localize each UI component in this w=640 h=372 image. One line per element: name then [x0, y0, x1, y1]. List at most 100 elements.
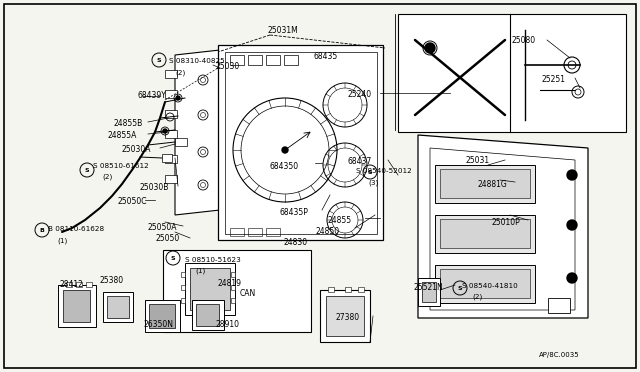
- Circle shape: [163, 129, 167, 133]
- Bar: [185, 263, 235, 315]
- Bar: [86, 282, 92, 287]
- Text: 28910: 28910: [215, 320, 239, 329]
- Bar: [548, 298, 570, 313]
- Text: (1): (1): [57, 237, 67, 244]
- Polygon shape: [175, 50, 220, 215]
- Text: 25030B: 25030B: [140, 183, 170, 192]
- Text: (3): (3): [368, 179, 378, 186]
- Bar: [192, 300, 224, 330]
- Bar: [435, 165, 535, 203]
- Circle shape: [567, 170, 577, 180]
- Text: 27380: 27380: [336, 313, 360, 322]
- Bar: [63, 290, 90, 322]
- Bar: [149, 304, 175, 328]
- Text: 684350: 684350: [270, 162, 299, 171]
- Text: 25251: 25251: [542, 75, 566, 84]
- Text: S: S: [157, 58, 161, 62]
- Text: (2): (2): [472, 294, 483, 301]
- Text: 25010P: 25010P: [492, 218, 521, 227]
- Text: 24855B: 24855B: [113, 119, 142, 128]
- Bar: [165, 175, 177, 183]
- Bar: [103, 292, 133, 322]
- Bar: [175, 138, 187, 146]
- Bar: [225, 52, 377, 234]
- Circle shape: [567, 220, 577, 230]
- Bar: [76, 282, 82, 287]
- Bar: [145, 300, 180, 332]
- Bar: [326, 296, 364, 336]
- Text: 25050C: 25050C: [118, 197, 147, 206]
- Text: S 08310-40825: S 08310-40825: [169, 58, 225, 64]
- Bar: [231, 285, 235, 290]
- Bar: [231, 272, 235, 277]
- Text: 25080: 25080: [512, 36, 536, 45]
- Bar: [435, 265, 535, 303]
- Bar: [418, 278, 440, 306]
- Text: 25050: 25050: [155, 234, 179, 243]
- Text: B: B: [40, 228, 44, 232]
- Circle shape: [425, 43, 435, 53]
- Bar: [345, 287, 351, 292]
- Bar: [165, 130, 177, 138]
- Text: 24855: 24855: [328, 216, 352, 225]
- Text: 24881G: 24881G: [478, 180, 508, 189]
- Bar: [284, 55, 298, 65]
- Bar: [218, 45, 383, 240]
- Text: 26350N: 26350N: [143, 320, 173, 329]
- Text: S 08540-41810: S 08540-41810: [462, 283, 518, 289]
- Bar: [163, 250, 311, 332]
- Circle shape: [176, 96, 180, 100]
- Bar: [435, 215, 535, 253]
- Text: 25240: 25240: [347, 90, 371, 99]
- Bar: [231, 298, 235, 303]
- Text: (1): (1): [195, 268, 205, 275]
- Circle shape: [282, 147, 288, 153]
- Text: B 08110-61628: B 08110-61628: [48, 226, 104, 232]
- Text: S 08510-51623: S 08510-51623: [185, 257, 241, 263]
- Bar: [190, 268, 230, 310]
- Text: CAN: CAN: [240, 289, 256, 298]
- Text: S: S: [84, 167, 90, 173]
- Bar: [181, 272, 185, 277]
- Text: S: S: [458, 285, 462, 291]
- Text: 24830: 24830: [283, 238, 307, 247]
- Bar: [440, 169, 530, 198]
- Bar: [328, 287, 334, 292]
- Bar: [248, 55, 262, 65]
- Bar: [181, 298, 185, 303]
- Bar: [266, 55, 280, 65]
- Bar: [440, 269, 530, 298]
- Text: (2): (2): [175, 69, 185, 76]
- Text: 25031M: 25031M: [268, 26, 299, 35]
- Text: S: S: [171, 256, 175, 260]
- Bar: [165, 155, 177, 163]
- Text: 25521N: 25521N: [413, 283, 443, 292]
- Text: AP/8C.0035: AP/8C.0035: [539, 352, 580, 358]
- Bar: [181, 285, 185, 290]
- Circle shape: [567, 273, 577, 283]
- Text: S: S: [368, 170, 372, 174]
- Text: 68439Y: 68439Y: [138, 91, 167, 100]
- Text: 25380: 25380: [100, 276, 124, 285]
- Bar: [165, 70, 177, 78]
- Text: 68435: 68435: [314, 52, 339, 61]
- Text: S 08540-52012: S 08540-52012: [356, 168, 412, 174]
- Bar: [320, 290, 370, 342]
- Bar: [196, 304, 219, 326]
- Text: 68435P: 68435P: [280, 208, 309, 217]
- Text: 28412: 28412: [60, 280, 84, 289]
- Text: 25031: 25031: [466, 156, 490, 165]
- Text: S 08510-61612: S 08510-61612: [93, 163, 148, 169]
- Bar: [230, 55, 244, 65]
- Bar: [266, 228, 280, 236]
- Text: 24819: 24819: [218, 279, 242, 288]
- Text: 68437: 68437: [347, 157, 371, 166]
- Text: 25030: 25030: [215, 62, 239, 71]
- Bar: [165, 90, 177, 98]
- Bar: [162, 154, 172, 162]
- Bar: [58, 285, 96, 327]
- Bar: [165, 110, 177, 118]
- Bar: [230, 228, 244, 236]
- Text: 25030A: 25030A: [122, 145, 152, 154]
- Polygon shape: [418, 135, 588, 318]
